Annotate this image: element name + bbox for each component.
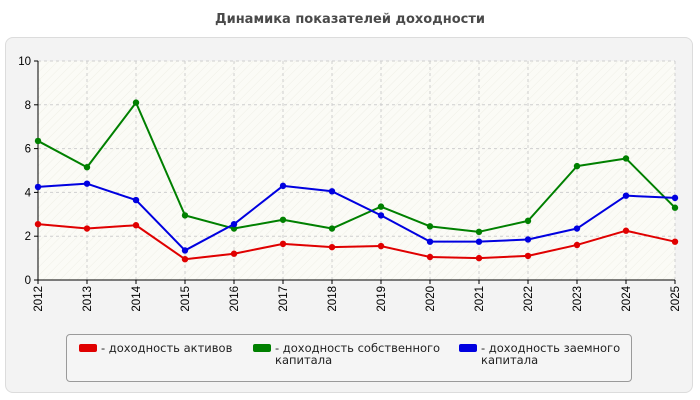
x-tick-label: 2022 xyxy=(523,286,535,312)
data-point-equity xyxy=(230,225,238,232)
chart-title: Динамика показателей доходности xyxy=(215,12,485,27)
x-tick-label: 2024 xyxy=(621,285,633,311)
x-tick-label: 2013 xyxy=(82,286,94,312)
x-tick-label: 2023 xyxy=(572,286,584,312)
data-point-equity xyxy=(34,137,42,145)
data-point-assets xyxy=(377,242,385,250)
series-line-debt xyxy=(37,182,676,252)
y-tick-label: 10 xyxy=(18,56,31,68)
x-tick-label: 2014 xyxy=(131,285,143,311)
legend-swatch-assets xyxy=(79,344,97,352)
chart-legend: - доходность активов - доходность собств… xyxy=(66,334,632,382)
data-point-debt xyxy=(426,238,434,245)
data-point-debt xyxy=(83,180,91,187)
y-tick-label: 8 xyxy=(25,100,31,112)
data-point-equity xyxy=(524,217,532,225)
legend-item-debt: - доходность заемного капитала xyxy=(459,342,629,366)
data-point-debt xyxy=(573,225,581,232)
y-tick-label: 4 xyxy=(25,187,32,199)
legend-label-assets: - доходность активов xyxy=(101,341,233,355)
data-point-equity xyxy=(377,203,385,210)
x-tick-label: 2016 xyxy=(229,286,241,312)
data-point-equity xyxy=(671,204,679,211)
data-point-debt xyxy=(230,220,238,228)
data-point-debt xyxy=(34,183,42,191)
data-point-equity xyxy=(475,228,483,236)
data-point-assets xyxy=(573,241,581,249)
x-tick-label: 2012 xyxy=(33,286,45,312)
data-point-debt xyxy=(279,182,287,190)
data-point-debt xyxy=(475,238,483,245)
data-point-assets xyxy=(328,243,336,251)
data-point-equity xyxy=(279,216,287,223)
data-point-assets xyxy=(524,252,532,260)
data-point-equity xyxy=(83,164,91,171)
data-point-assets xyxy=(83,225,91,232)
data-point-assets xyxy=(671,238,679,245)
legend-label-equity: - доходность собственного капитала xyxy=(275,341,441,367)
data-point-assets xyxy=(475,254,483,262)
x-tick-label: 2015 xyxy=(180,286,192,312)
data-point-assets xyxy=(279,240,287,248)
data-point-equity xyxy=(573,162,581,170)
legend-item-assets: - доходность активов xyxy=(79,342,239,354)
y-tick-label: 2 xyxy=(25,231,31,243)
x-tick-label: 2018 xyxy=(327,286,339,312)
series-line-assets xyxy=(37,223,676,261)
x-tick-label: 2019 xyxy=(376,286,388,312)
data-point-debt xyxy=(524,236,532,243)
legend-item-equity: - доходность собственного капитала xyxy=(253,342,443,366)
y-tick-label: 6 xyxy=(25,144,31,156)
series-line-equity xyxy=(37,101,676,233)
data-point-debt xyxy=(181,247,189,254)
data-point-equity xyxy=(426,223,434,230)
data-point-debt xyxy=(622,192,630,199)
data-point-assets xyxy=(230,250,238,257)
x-tick-label: 2020 xyxy=(425,286,437,312)
plot-area xyxy=(38,61,675,280)
data-point-debt xyxy=(328,188,336,195)
data-point-equity xyxy=(328,225,336,232)
data-point-equity xyxy=(181,212,189,219)
data-point-assets xyxy=(622,227,630,234)
y-tick-label: 0 xyxy=(25,275,31,287)
data-point-assets xyxy=(426,253,434,261)
x-tick-label: 2025 xyxy=(670,286,682,312)
legend-swatch-equity xyxy=(253,344,271,352)
data-point-debt xyxy=(671,194,679,202)
x-tick-label: 2017 xyxy=(278,286,290,312)
data-point-equity xyxy=(132,99,140,106)
data-point-assets xyxy=(181,255,189,263)
x-tick-label: 2021 xyxy=(474,286,486,312)
data-point-debt xyxy=(132,196,140,204)
legend-swatch-debt xyxy=(459,344,477,352)
legend-label-debt: - доходность заемного капитала xyxy=(481,341,621,367)
data-point-equity xyxy=(622,155,630,162)
data-point-assets xyxy=(132,222,140,229)
data-point-assets xyxy=(34,220,42,228)
data-point-debt xyxy=(377,212,385,219)
